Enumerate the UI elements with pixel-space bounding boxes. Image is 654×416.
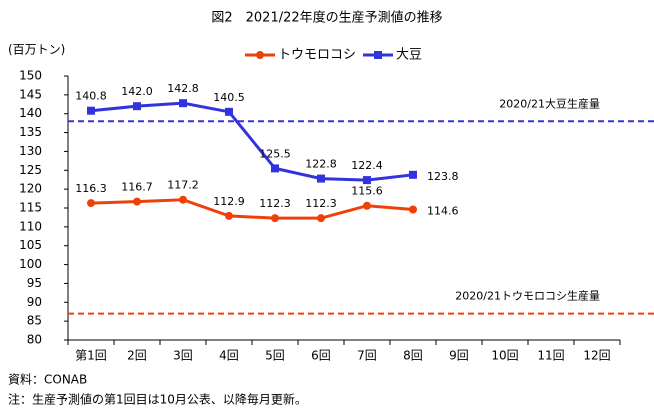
y-tick-label: 95	[27, 276, 42, 290]
data-label: 122.8	[305, 158, 337, 171]
note: 注：生産予測値の第1回目は10月公表、以降毎月更新。	[8, 392, 307, 407]
legend-marker	[256, 51, 264, 59]
legend-label: 大豆	[396, 48, 422, 63]
y-tick-label: 130	[19, 144, 42, 158]
y-tick-label: 85	[27, 314, 42, 328]
reference-label: 2020/21トウモロコシ生産量	[455, 289, 600, 303]
data-label: 123.8	[427, 170, 459, 183]
marker	[225, 107, 233, 116]
data-label: 140.8	[75, 90, 107, 103]
y-tick-label: 145	[19, 87, 42, 101]
x-tick-label: 第1回	[75, 349, 107, 363]
y-tick-label: 90	[27, 295, 42, 309]
y-tick-label: 105	[19, 238, 42, 252]
data-label: 140.5	[213, 91, 245, 104]
data-label: 116.7	[121, 181, 153, 194]
reference-label: 2020/21大豆生産量	[499, 96, 600, 110]
y-tick-label: 135	[19, 125, 42, 139]
x-tick-label: 3回	[173, 349, 193, 363]
marker	[179, 99, 187, 108]
x-tick-label: 9回	[449, 349, 469, 363]
data-label: 117.2	[167, 179, 199, 192]
marker	[317, 174, 325, 183]
data-label: 122.4	[351, 159, 383, 172]
marker	[225, 211, 233, 220]
marker	[87, 106, 95, 115]
marker	[317, 214, 325, 223]
x-tick-label: 2回	[127, 349, 147, 363]
chart-title: 図2 2021/22年度の生産予測値の推移	[211, 10, 442, 26]
data-label: 112.3	[259, 197, 291, 210]
y-tick-label: 125	[19, 163, 42, 177]
marker	[179, 195, 187, 204]
y-axis-label: (百万トン)	[8, 43, 65, 57]
data-label: 112.9	[213, 195, 245, 208]
data-label: 112.3	[305, 197, 337, 210]
data-label: 116.3	[75, 182, 107, 195]
marker	[363, 176, 371, 185]
y-tick-label: 80	[27, 333, 42, 347]
y-tick-label: 120	[19, 182, 42, 196]
marker	[271, 164, 279, 173]
y-tick-label: 150	[19, 69, 42, 83]
x-tick-label: 10回	[491, 349, 518, 363]
marker	[133, 102, 141, 111]
marker	[409, 170, 417, 179]
data-label: 142.0	[121, 85, 153, 98]
x-tick-label: 4回	[219, 349, 239, 363]
data-label: 114.6	[427, 205, 459, 218]
legend-label: トウモロコシ	[278, 48, 356, 63]
y-tick-label: 140	[19, 106, 42, 120]
marker	[133, 197, 141, 206]
marker	[363, 201, 371, 210]
y-tick-label: 100	[19, 257, 42, 271]
x-tick-label: 8回	[403, 349, 423, 363]
marker	[271, 214, 279, 223]
note: 資料：CONAB	[8, 373, 87, 387]
data-label: 125.5	[259, 147, 291, 160]
y-tick-label: 115	[19, 201, 42, 215]
x-tick-label: 11回	[537, 349, 564, 363]
data-label: 115.6	[351, 185, 383, 198]
y-tick-label: 110	[19, 219, 42, 233]
x-tick-label: 12回	[583, 349, 610, 363]
data-label: 142.8	[167, 82, 199, 95]
x-tick-label: 7回	[357, 349, 377, 363]
legend-marker	[374, 51, 382, 59]
series-line	[90, 101, 414, 182]
marker	[409, 205, 417, 214]
marker	[87, 199, 95, 208]
x-tick-label: 6回	[311, 349, 331, 363]
x-tick-label: 5回	[265, 349, 285, 363]
series-line	[90, 198, 414, 220]
